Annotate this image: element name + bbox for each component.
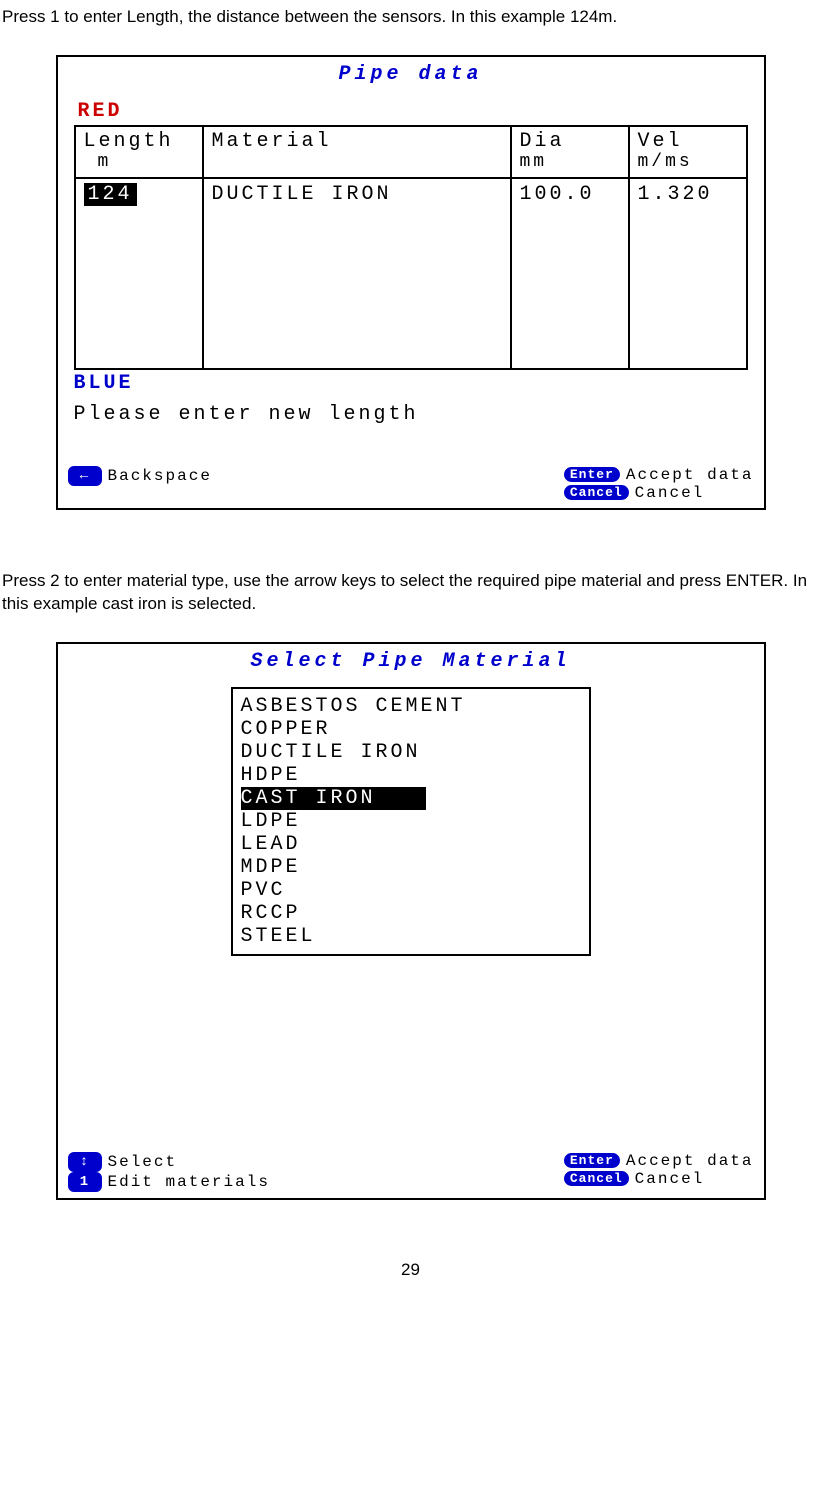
pipe-data-table: Length m Material Dia mm Vel m/ms <box>74 125 748 370</box>
instruction-1: Press 1 to enter Length, the distance be… <box>2 6 819 29</box>
nav-icon[interactable]: ↕ <box>68 1152 102 1172</box>
col-length: Length m <box>75 126 203 178</box>
col-length-label: Length <box>84 130 174 153</box>
col-material-label: Material <box>212 130 332 153</box>
label-blue: BLUE <box>74 372 754 395</box>
screen2-footer: ↕ Select 1 Edit materials Enter Accept d… <box>68 1152 754 1192</box>
col-dia-unit: mm <box>520 153 620 173</box>
list-item[interactable]: PVC <box>241 879 581 902</box>
enter-label-2: Accept data <box>626 1152 754 1170</box>
nav-label: Select <box>108 1153 178 1171</box>
list-item[interactable]: RCCP <box>241 902 581 925</box>
screen1-title: Pipe data <box>68 63 754 86</box>
page-number: 29 <box>0 1260 821 1280</box>
list-item[interactable]: HDPE <box>241 764 581 787</box>
backspace-icon[interactable]: ← <box>68 466 102 486</box>
cell-dia[interactable]: 100.0 <box>511 178 629 210</box>
screen-select-material: Select Pipe Material ASBESTOS CEMENT COP… <box>56 642 766 1200</box>
label-red: RED <box>78 100 754 123</box>
edit-key[interactable]: 1 <box>68 1172 102 1192</box>
list-item[interactable]: LDPE <box>241 810 581 833</box>
list-item[interactable]: STEEL <box>241 925 581 948</box>
screen2-title: Select Pipe Material <box>68 650 754 673</box>
backspace-label: Backspace <box>108 467 212 485</box>
enter-key[interactable]: Enter <box>564 467 620 482</box>
screen1-footer: ← Backspace Enter Accept data Cancel Can… <box>68 466 754 502</box>
col-vel: Vel m/ms <box>629 126 747 178</box>
col-length-unit: m <box>98 153 194 173</box>
col-vel-unit: m/ms <box>638 153 738 173</box>
cell-material[interactable]: DUCTILE IRON <box>203 178 511 210</box>
list-item[interactable]: LEAD <box>241 833 581 856</box>
cell-length[interactable]: 124 <box>75 178 203 210</box>
table-row[interactable]: 124 DUCTILE IRON 100.0 1.320 <box>75 178 747 210</box>
cell-vel[interactable]: 1.320 <box>629 178 747 210</box>
screen-pipe-data: Pipe data RED Length m Material Dia mm V… <box>56 55 766 510</box>
col-vel-label: Vel <box>638 130 683 153</box>
col-dia-label: Dia <box>520 130 565 153</box>
col-dia: Dia mm <box>511 126 629 178</box>
list-item[interactable]: ASBESTOS CEMENT <box>241 695 581 718</box>
prompt-text: Please enter new length <box>74 403 748 426</box>
edit-label: Edit materials <box>108 1173 270 1191</box>
list-item[interactable]: COPPER <box>241 718 581 741</box>
cancel-key[interactable]: Cancel <box>564 485 629 500</box>
col-material: Material <box>203 126 511 178</box>
enter-label: Accept data <box>626 466 754 484</box>
cancel-label-2: Cancel <box>635 1170 705 1188</box>
list-item[interactable]: MDPE <box>241 856 581 879</box>
cancel-key-2[interactable]: Cancel <box>564 1171 629 1186</box>
list-item[interactable]: DUCTILE IRON <box>241 741 581 764</box>
table-spacer <box>75 210 747 369</box>
cell-length-value: 124 <box>84 183 137 206</box>
table-header-row: Length m Material Dia mm Vel m/ms <box>75 126 747 178</box>
cancel-label: Cancel <box>635 484 705 502</box>
instruction-2: Press 2 to enter material type, use the … <box>2 570 819 616</box>
list-item-selected[interactable]: CAST IRON <box>241 787 426 810</box>
enter-key-2[interactable]: Enter <box>564 1153 620 1168</box>
material-listbox[interactable]: ASBESTOS CEMENT COPPER DUCTILE IRON HDPE… <box>231 687 591 956</box>
